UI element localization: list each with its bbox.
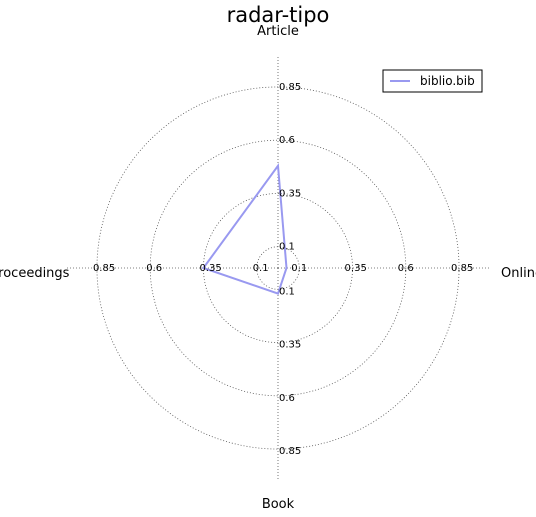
radar-grid bbox=[65, 55, 491, 481]
tick-label: 0.35 bbox=[279, 340, 301, 351]
series-polygon bbox=[201, 163, 288, 295]
legend: biblio.bib bbox=[382, 69, 483, 93]
axis-label-article: Article bbox=[257, 24, 299, 39]
tick-label: 0.1 bbox=[253, 263, 269, 274]
tick-label: 0.6 bbox=[279, 135, 295, 146]
axis-label-online: Online bbox=[501, 266, 536, 281]
chart-title: radar-tipo bbox=[227, 3, 330, 27]
tick-label: 0.85 bbox=[93, 263, 115, 274]
tick-label: 0.1 bbox=[279, 286, 295, 297]
tick-label: 0.85 bbox=[451, 263, 473, 274]
tick-label: 0.6 bbox=[279, 393, 295, 404]
grid-ring bbox=[203, 193, 353, 343]
tick-label: 0.6 bbox=[146, 263, 162, 274]
axis-label-proceedings: Proceedings bbox=[0, 266, 70, 281]
tick-label: 0.85 bbox=[279, 446, 301, 457]
tick-label: 0.85 bbox=[279, 82, 301, 93]
tick-label: 0.1 bbox=[291, 263, 307, 274]
grid-ring bbox=[96, 86, 460, 450]
tick-label: 0.1 bbox=[279, 242, 295, 253]
tick-label: 0.6 bbox=[398, 263, 414, 274]
legend-box bbox=[382, 69, 483, 93]
grid-ring bbox=[149, 139, 407, 397]
axis-labels: 0.1 0.1 0.1 0.1 0.35 0.35 0.35 0.35 0.6 0.6 0.6 0.6… bbox=[0, 24, 536, 512]
legend-label: biblio.bib bbox=[420, 74, 475, 88]
tick-label: 0.35 bbox=[199, 263, 221, 274]
tick-label: 0.35 bbox=[345, 263, 367, 274]
grid-ring bbox=[256, 246, 300, 290]
tick-label: 0.35 bbox=[279, 188, 301, 199]
axis-label-book: Book bbox=[262, 497, 295, 512]
radar-series bbox=[201, 163, 288, 295]
